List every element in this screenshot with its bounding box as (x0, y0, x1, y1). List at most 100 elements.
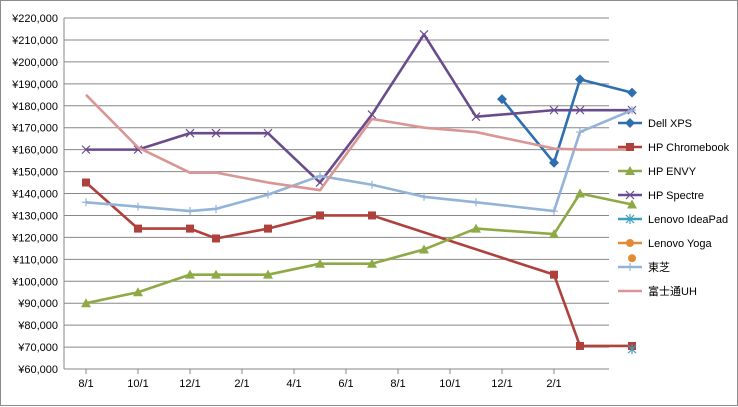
data-point (185, 269, 195, 279)
data-point (134, 224, 142, 233)
legend-label: Lenovo Yoga (648, 238, 713, 250)
x-tick-label: 4/1 (286, 378, 301, 390)
legend-item: Dell XPS (618, 118, 692, 130)
x-axis-ticks: 8/1 10/1 12/1 2/1 4/1 6/1 8/1 10/1 12/1 2/1 (78, 369, 562, 390)
data-point (549, 157, 559, 168)
data-point (263, 269, 273, 279)
data-point (212, 204, 220, 213)
data-point (575, 74, 585, 85)
data-point (211, 128, 221, 138)
data-point (82, 178, 90, 187)
data-point (471, 223, 481, 233)
x-tick-label: 2/1 (546, 378, 561, 390)
legend-item: HP Spectre (618, 190, 704, 202)
data-point (497, 94, 507, 105)
x-tick-label: 8/1 (390, 378, 405, 390)
legend-marker (626, 143, 634, 151)
legend-marker (625, 214, 635, 224)
data-point (316, 211, 324, 220)
data-point (81, 298, 91, 308)
legend-label: 東芝 (648, 261, 670, 274)
legend-item: HP ENVY (618, 166, 697, 178)
legend-marker (626, 239, 634, 247)
data-point (627, 344, 637, 355)
data-point (628, 106, 636, 115)
data-point (82, 198, 90, 207)
y-tick-label: ¥110,000 (12, 254, 58, 266)
x-tick-label: 2/1 (234, 378, 249, 390)
x-tick-label: 12/1 (491, 378, 512, 390)
data-point (367, 258, 377, 268)
data-point (576, 128, 584, 137)
data-point (315, 258, 325, 268)
y-tick-label: ¥130,000 (11, 210, 58, 222)
y-tick-label: ¥100,000 (11, 276, 58, 288)
series-7 (85, 93, 632, 192)
legend: Dell XPS HP Chromebook HP ENVY HP Spectre Le… (618, 118, 730, 298)
legend-label: HP ENVY (648, 166, 697, 178)
data-point (575, 105, 585, 115)
data-point (186, 207, 194, 216)
data-point (420, 192, 428, 201)
data-point (472, 198, 480, 207)
legend-label: Dell XPS (648, 118, 692, 130)
series-2 (81, 188, 637, 308)
data-point (367, 110, 377, 119)
legend-marker (625, 118, 635, 128)
data-point (576, 341, 584, 350)
data-point (550, 207, 558, 216)
y-tick-label: ¥150,000 (11, 167, 58, 179)
y-tick-label: ¥220,000 (11, 13, 58, 25)
data-point (316, 171, 324, 180)
y-tick-label: ¥60,000 (17, 364, 58, 376)
y-tick-label: ¥140,000 (11, 189, 58, 201)
data-point (550, 270, 558, 279)
gridlines (64, 17, 609, 370)
y-tick-label: ¥120,000 (11, 232, 58, 244)
data-point (133, 145, 143, 155)
series-line (85, 181, 632, 348)
legend-item: HP Chromebook (618, 142, 730, 154)
legend-item: Lenovo Yoga (618, 238, 713, 250)
series-5 (628, 254, 636, 263)
series-line (85, 93, 632, 192)
data-point (549, 229, 559, 239)
data-point (212, 234, 220, 243)
x-tick-label: 10/1 (439, 378, 460, 390)
data-point (211, 269, 221, 279)
y-tick-label: ¥200,000 (11, 57, 58, 69)
legend-item: 東芝 (618, 261, 670, 274)
data-point (628, 254, 636, 263)
data-point (186, 224, 194, 233)
data-point (627, 199, 637, 209)
y-tick-label: ¥70,000 (17, 342, 58, 354)
legend-label: 富士通UH (648, 284, 697, 298)
data-point (368, 211, 376, 220)
series-0 (497, 74, 637, 168)
data-point (549, 105, 559, 115)
series-line (85, 108, 633, 213)
series-4 (627, 344, 637, 355)
legend-item: 富士通UH (618, 284, 697, 298)
x-tick-label: 8/1 (78, 378, 93, 390)
x-tick-label: 6/1 (338, 378, 353, 390)
data-point (419, 30, 429, 39)
y-tick-label: ¥210,000 (11, 35, 58, 47)
y-tick-label: ¥170,000 (11, 123, 58, 135)
data-point (471, 112, 481, 122)
data-point (627, 87, 637, 98)
data-point (81, 145, 91, 155)
data-point (264, 224, 272, 233)
y-tick-label: ¥160,000 (11, 145, 58, 157)
series-line (86, 33, 632, 184)
legend-label: HP Chromebook (648, 142, 730, 154)
legend-label: HP Spectre (648, 190, 704, 202)
series-line (500, 78, 633, 165)
data-point (575, 188, 585, 198)
legend-marker (625, 190, 635, 200)
x-tick-label: 10/1 (127, 378, 148, 390)
series-3 (81, 30, 637, 187)
data-point (263, 128, 273, 138)
